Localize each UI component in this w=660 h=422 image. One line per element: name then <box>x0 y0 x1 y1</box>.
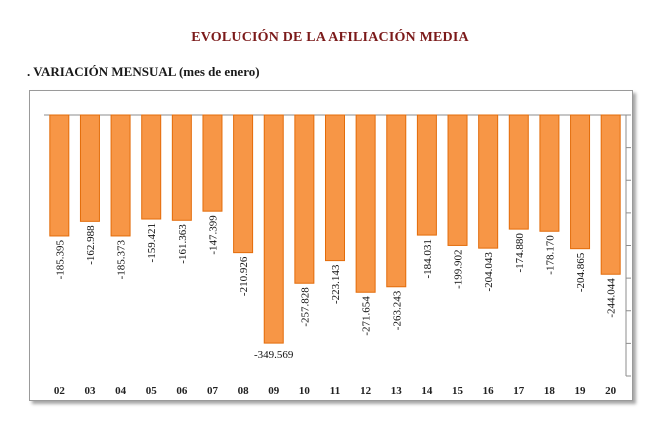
bar-11 <box>325 114 345 262</box>
data-label-02: -185.395 <box>54 239 66 279</box>
x-tick-19: 19 <box>575 385 587 397</box>
bar-08 <box>233 114 254 254</box>
data-label-18: -178.170 <box>544 235 556 275</box>
x-tick-05: 05 <box>146 385 158 397</box>
x-tick-labels: 02 03 04 05 06 07 08 09 10 11 12 13 14 15 16 17 18 19 20 <box>54 385 617 397</box>
data-label-19: -204.865 <box>575 252 587 292</box>
bar-09 <box>263 114 284 344</box>
x-tick-14: 14 <box>421 385 433 397</box>
bar-17 <box>508 114 529 230</box>
data-label-09: -349.569 <box>254 349 294 361</box>
bar-13 <box>386 114 407 288</box>
bar-05 <box>141 114 162 220</box>
data-label-04: -185.373 <box>116 239 128 279</box>
bar-02 <box>49 114 70 237</box>
bar-16 <box>478 114 499 249</box>
x-tick-15: 15 <box>452 385 464 397</box>
bar-03 <box>79 114 100 222</box>
bar-04 <box>110 114 131 237</box>
data-label-06: -161.363 <box>177 224 189 264</box>
data-labels: -185.395 -162.988 -185.373 -159.421 -161.363… <box>54 215 617 361</box>
x-tick-17: 17 <box>513 385 525 397</box>
bar-20 <box>600 114 621 275</box>
bar-07 <box>202 114 223 212</box>
x-tick-13: 13 <box>391 385 403 397</box>
bar-12 <box>355 114 376 293</box>
data-label-10: -257.828 <box>299 287 311 327</box>
data-label-20: -244.044 <box>606 278 618 318</box>
x-tick-18: 18 <box>544 385 556 397</box>
x-tick-02: 02 <box>54 385 66 397</box>
x-tick-04: 04 <box>115 385 127 397</box>
x-tick-08: 08 <box>238 385 250 397</box>
x-tick-06: 06 <box>176 385 188 397</box>
data-label-12: -271.654 <box>361 296 373 336</box>
data-label-11: -223.143 <box>330 264 342 304</box>
data-label-03: -162.988 <box>85 225 97 265</box>
bar-19 <box>570 114 591 250</box>
bar-18 <box>539 114 560 232</box>
x-tick-11: 11 <box>330 385 340 397</box>
chart-subtitle: . VARIACIÓN MENSUAL (mes de enero) <box>27 64 260 79</box>
data-label-07: -147.399 <box>207 215 219 255</box>
bar-15 <box>447 114 468 246</box>
chart-title: EVOLUCIÓN DE LA AFILIACIÓN MEDIA <box>191 30 469 45</box>
x-tick-16: 16 <box>483 385 495 397</box>
data-label-15: -199.902 <box>453 249 465 288</box>
x-tick-20: 20 <box>605 385 617 397</box>
data-label-08: -210.926 <box>238 256 250 296</box>
x-tick-03: 03 <box>84 385 96 397</box>
data-label-16: -204.043 <box>483 252 495 292</box>
data-label-13: -263.243 <box>391 290 403 330</box>
data-label-14: -184.031 <box>422 239 434 278</box>
x-tick-10: 10 <box>299 385 311 397</box>
data-label-05: -159.421 <box>146 223 158 262</box>
bar-06 <box>171 114 192 221</box>
x-tick-12: 12 <box>360 385 372 397</box>
x-tick-09: 09 <box>268 385 280 397</box>
bar-14 <box>416 114 437 236</box>
bar-10 <box>294 114 315 284</box>
data-label-17: -174.880 <box>514 233 526 273</box>
bars <box>49 114 621 344</box>
x-tick-07: 07 <box>207 385 219 397</box>
